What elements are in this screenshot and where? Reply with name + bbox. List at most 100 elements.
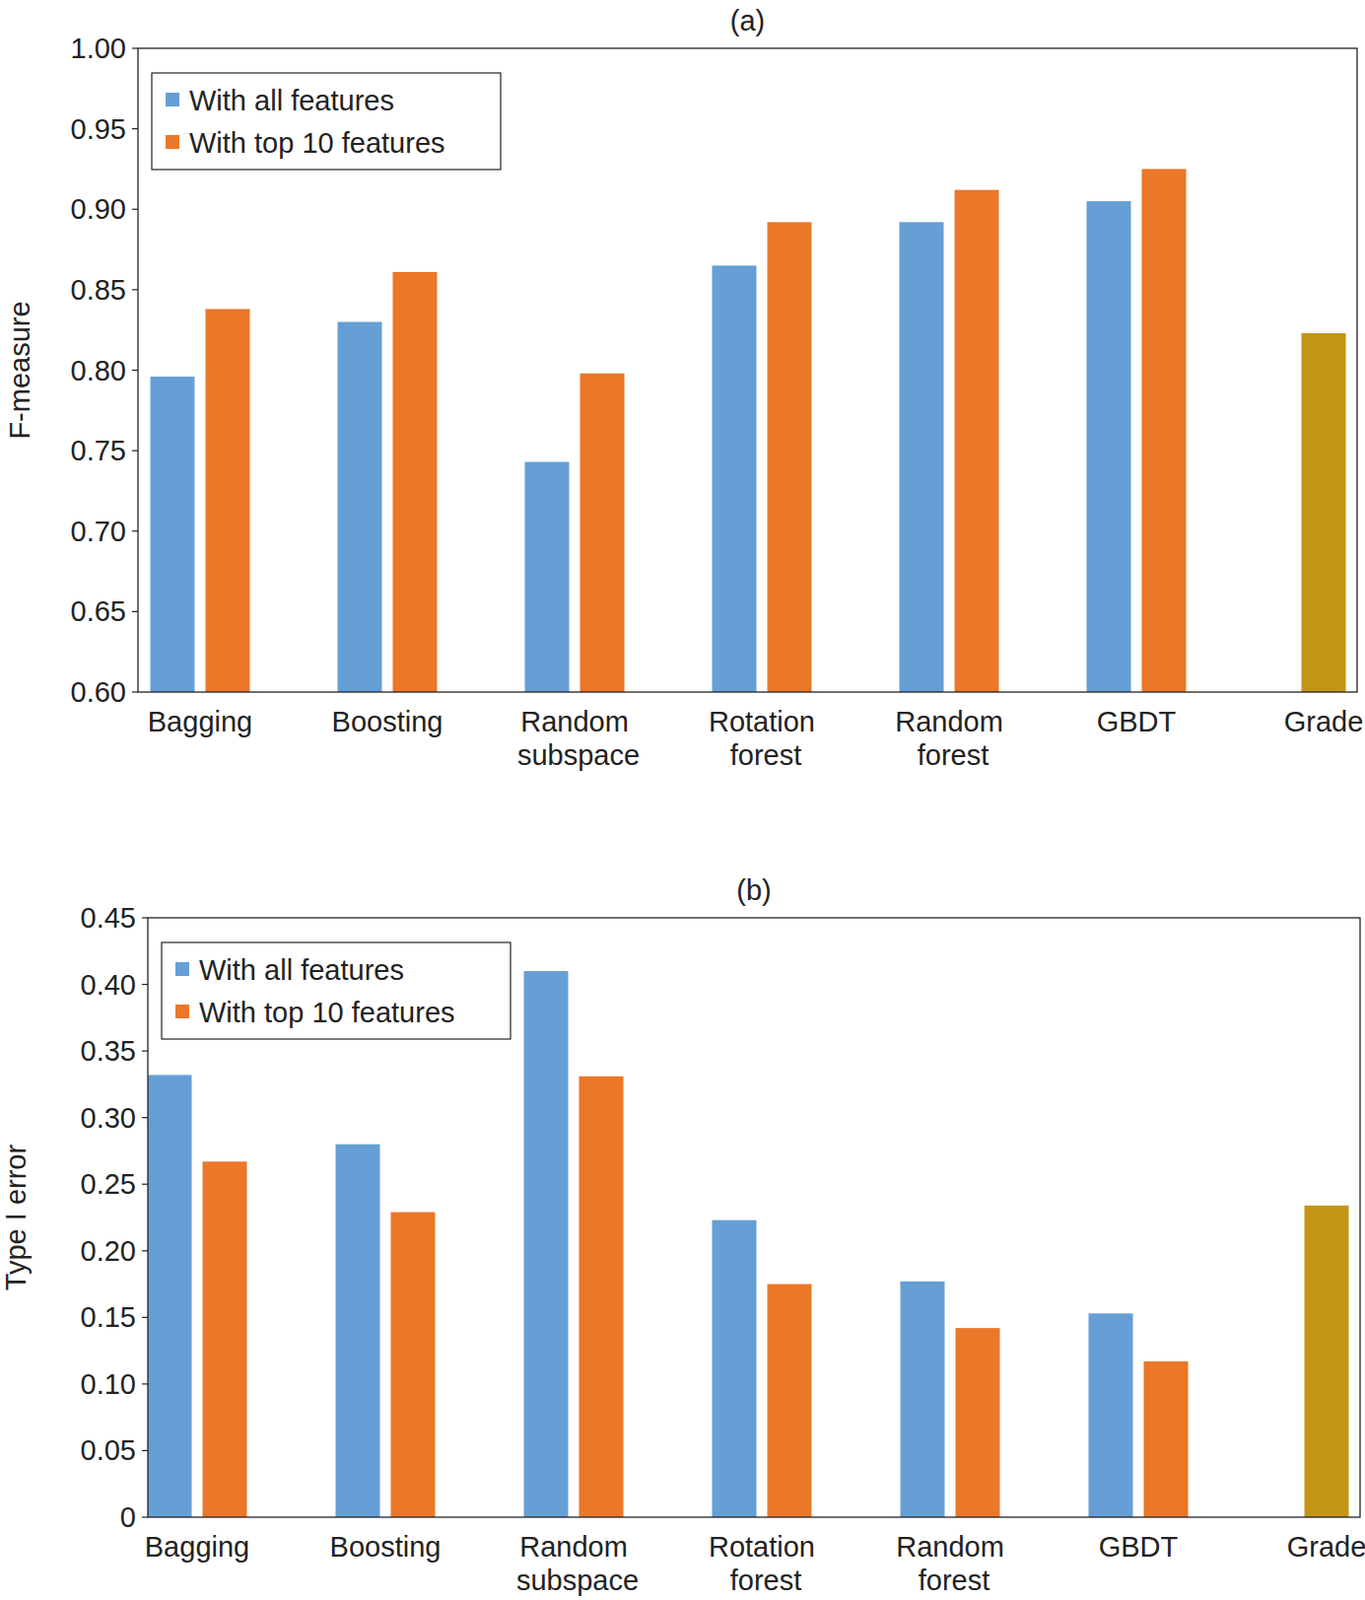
bar — [391, 1212, 436, 1517]
x-tick-label-line: Rotation — [708, 1530, 816, 1563]
bar — [712, 1220, 757, 1517]
y-tick — [132, 690, 138, 692]
y-tick-label: 0.75 — [70, 434, 127, 467]
y-tick-label: 0.80 — [70, 354, 127, 387]
y-tick — [141, 1316, 148, 1318]
x-tick-label-line: forest — [909, 739, 990, 771]
y-tick-label: 0.05 — [80, 1433, 137, 1466]
y-tick — [141, 1116, 148, 1118]
x-tick-label-line: Random — [519, 1530, 628, 1563]
y-tick-label: 0.85 — [70, 273, 127, 306]
plot-frame — [137, 48, 1358, 692]
bar — [1089, 1312, 1134, 1517]
y-tick — [132, 288, 138, 290]
bar — [1144, 1361, 1189, 1517]
x-tick-label-line: Grade — [1284, 705, 1365, 738]
x-tick-label-line: Bagging — [147, 705, 253, 738]
x-tick-label-line: Bagging — [144, 1530, 250, 1563]
bar — [955, 190, 1000, 692]
bar — [338, 322, 383, 692]
x-tick-label: Boosting — [330, 1530, 442, 1563]
x-tick-label-line: forest — [910, 1564, 991, 1596]
x-tick-label: Bagging — [144, 1530, 250, 1563]
bar — [393, 272, 438, 692]
y-tick-label: 0.70 — [70, 515, 127, 547]
x-tick-label-line: subspace — [509, 739, 640, 771]
bar — [150, 376, 196, 692]
y-tick — [141, 983, 148, 985]
y-tick-label: 0.95 — [70, 113, 127, 145]
y-tick — [141, 1249, 148, 1251]
x-tick-label-line: Grade — [1287, 1530, 1365, 1563]
y-tick-label: 0.10 — [80, 1367, 137, 1400]
y-tick-label: 0.25 — [80, 1167, 137, 1200]
bars — [147, 970, 1350, 1517]
y-tick-label: 0.30 — [80, 1101, 137, 1134]
chart: (a)F-measure0.600.650.700.750.800.850.90… — [3, 4, 1364, 771]
x-tick-label: Grade — [1284, 705, 1365, 738]
bar — [767, 221, 813, 692]
legend-swatch — [165, 92, 180, 107]
title: (b) — [736, 874, 771, 906]
bar — [525, 462, 570, 692]
bar — [147, 1074, 193, 1517]
y-tick — [141, 1050, 148, 1052]
y-tick-label: 0.60 — [70, 676, 127, 708]
bar — [205, 308, 251, 692]
y-tick — [141, 916, 148, 918]
x-tick-label: Rotation forest — [708, 1530, 816, 1596]
y-tick — [132, 530, 138, 532]
legend-swatch — [175, 961, 190, 976]
y-tick — [141, 1382, 148, 1384]
y-tick — [132, 208, 138, 210]
x-tick-label-line: forest — [722, 1564, 803, 1596]
y-axis-label: F-measure — [3, 300, 36, 439]
bar — [1087, 201, 1132, 692]
y-tick-label: 0.45 — [80, 901, 137, 934]
legend: With all features With top 10 features — [151, 72, 501, 170]
bar — [336, 1144, 381, 1517]
bars — [150, 168, 1347, 692]
y-tick-label: 0.40 — [80, 968, 137, 1001]
title: (a) — [730, 4, 765, 37]
x-tick-label-line: subspace — [508, 1564, 639, 1596]
bar — [580, 373, 625, 692]
bar — [1304, 1205, 1350, 1517]
legend-swatch — [165, 135, 180, 149]
bar — [1142, 168, 1187, 692]
legend-label: With all features — [189, 84, 395, 117]
x-tick-label: Random subspace — [509, 705, 640, 771]
chart: (b)Type I error00.050.100.150.200.250.30… — [0, 874, 1365, 1596]
x-tick-label: Rotation forest — [708, 705, 816, 771]
x-tick-label: Boosting — [332, 705, 444, 738]
x-tick-label: Grade — [1287, 1530, 1365, 1563]
legend-box — [161, 942, 511, 1039]
bar — [524, 970, 569, 1517]
bar — [767, 1284, 813, 1517]
y-tick — [141, 1515, 148, 1517]
x-tick-label-line: Random — [895, 1530, 1005, 1563]
x-tick-label-line: forest — [722, 739, 803, 771]
bar — [712, 265, 757, 692]
x-tick-label-line: Boosting — [332, 705, 444, 738]
y-tick-label: 1.00 — [70, 32, 127, 65]
y-tick-label: 0.15 — [80, 1300, 137, 1333]
bar — [579, 1076, 624, 1517]
x-tick-label-line: GBDT — [1098, 1530, 1179, 1563]
bar — [955, 1327, 1001, 1517]
y-tick-label: 0.90 — [70, 193, 127, 225]
y-tick — [141, 1449, 148, 1451]
y-tick — [132, 47, 138, 49]
x-tick-label-line: Boosting — [330, 1530, 442, 1563]
legend-label: With top 10 features — [189, 127, 446, 159]
y-tick — [132, 611, 138, 613]
x-tick-label-line: Random — [894, 705, 1004, 738]
legend-swatch — [175, 1004, 190, 1019]
y-tick — [132, 128, 138, 130]
y-tick-label: 0 — [120, 1501, 137, 1533]
x-tick-label: Random forest — [894, 705, 1004, 771]
y-tick-label: 0.35 — [80, 1034, 137, 1067]
x-tick-label-line: GBDT — [1096, 705, 1177, 738]
bar — [203, 1160, 248, 1517]
plot-frame — [147, 917, 1361, 1517]
